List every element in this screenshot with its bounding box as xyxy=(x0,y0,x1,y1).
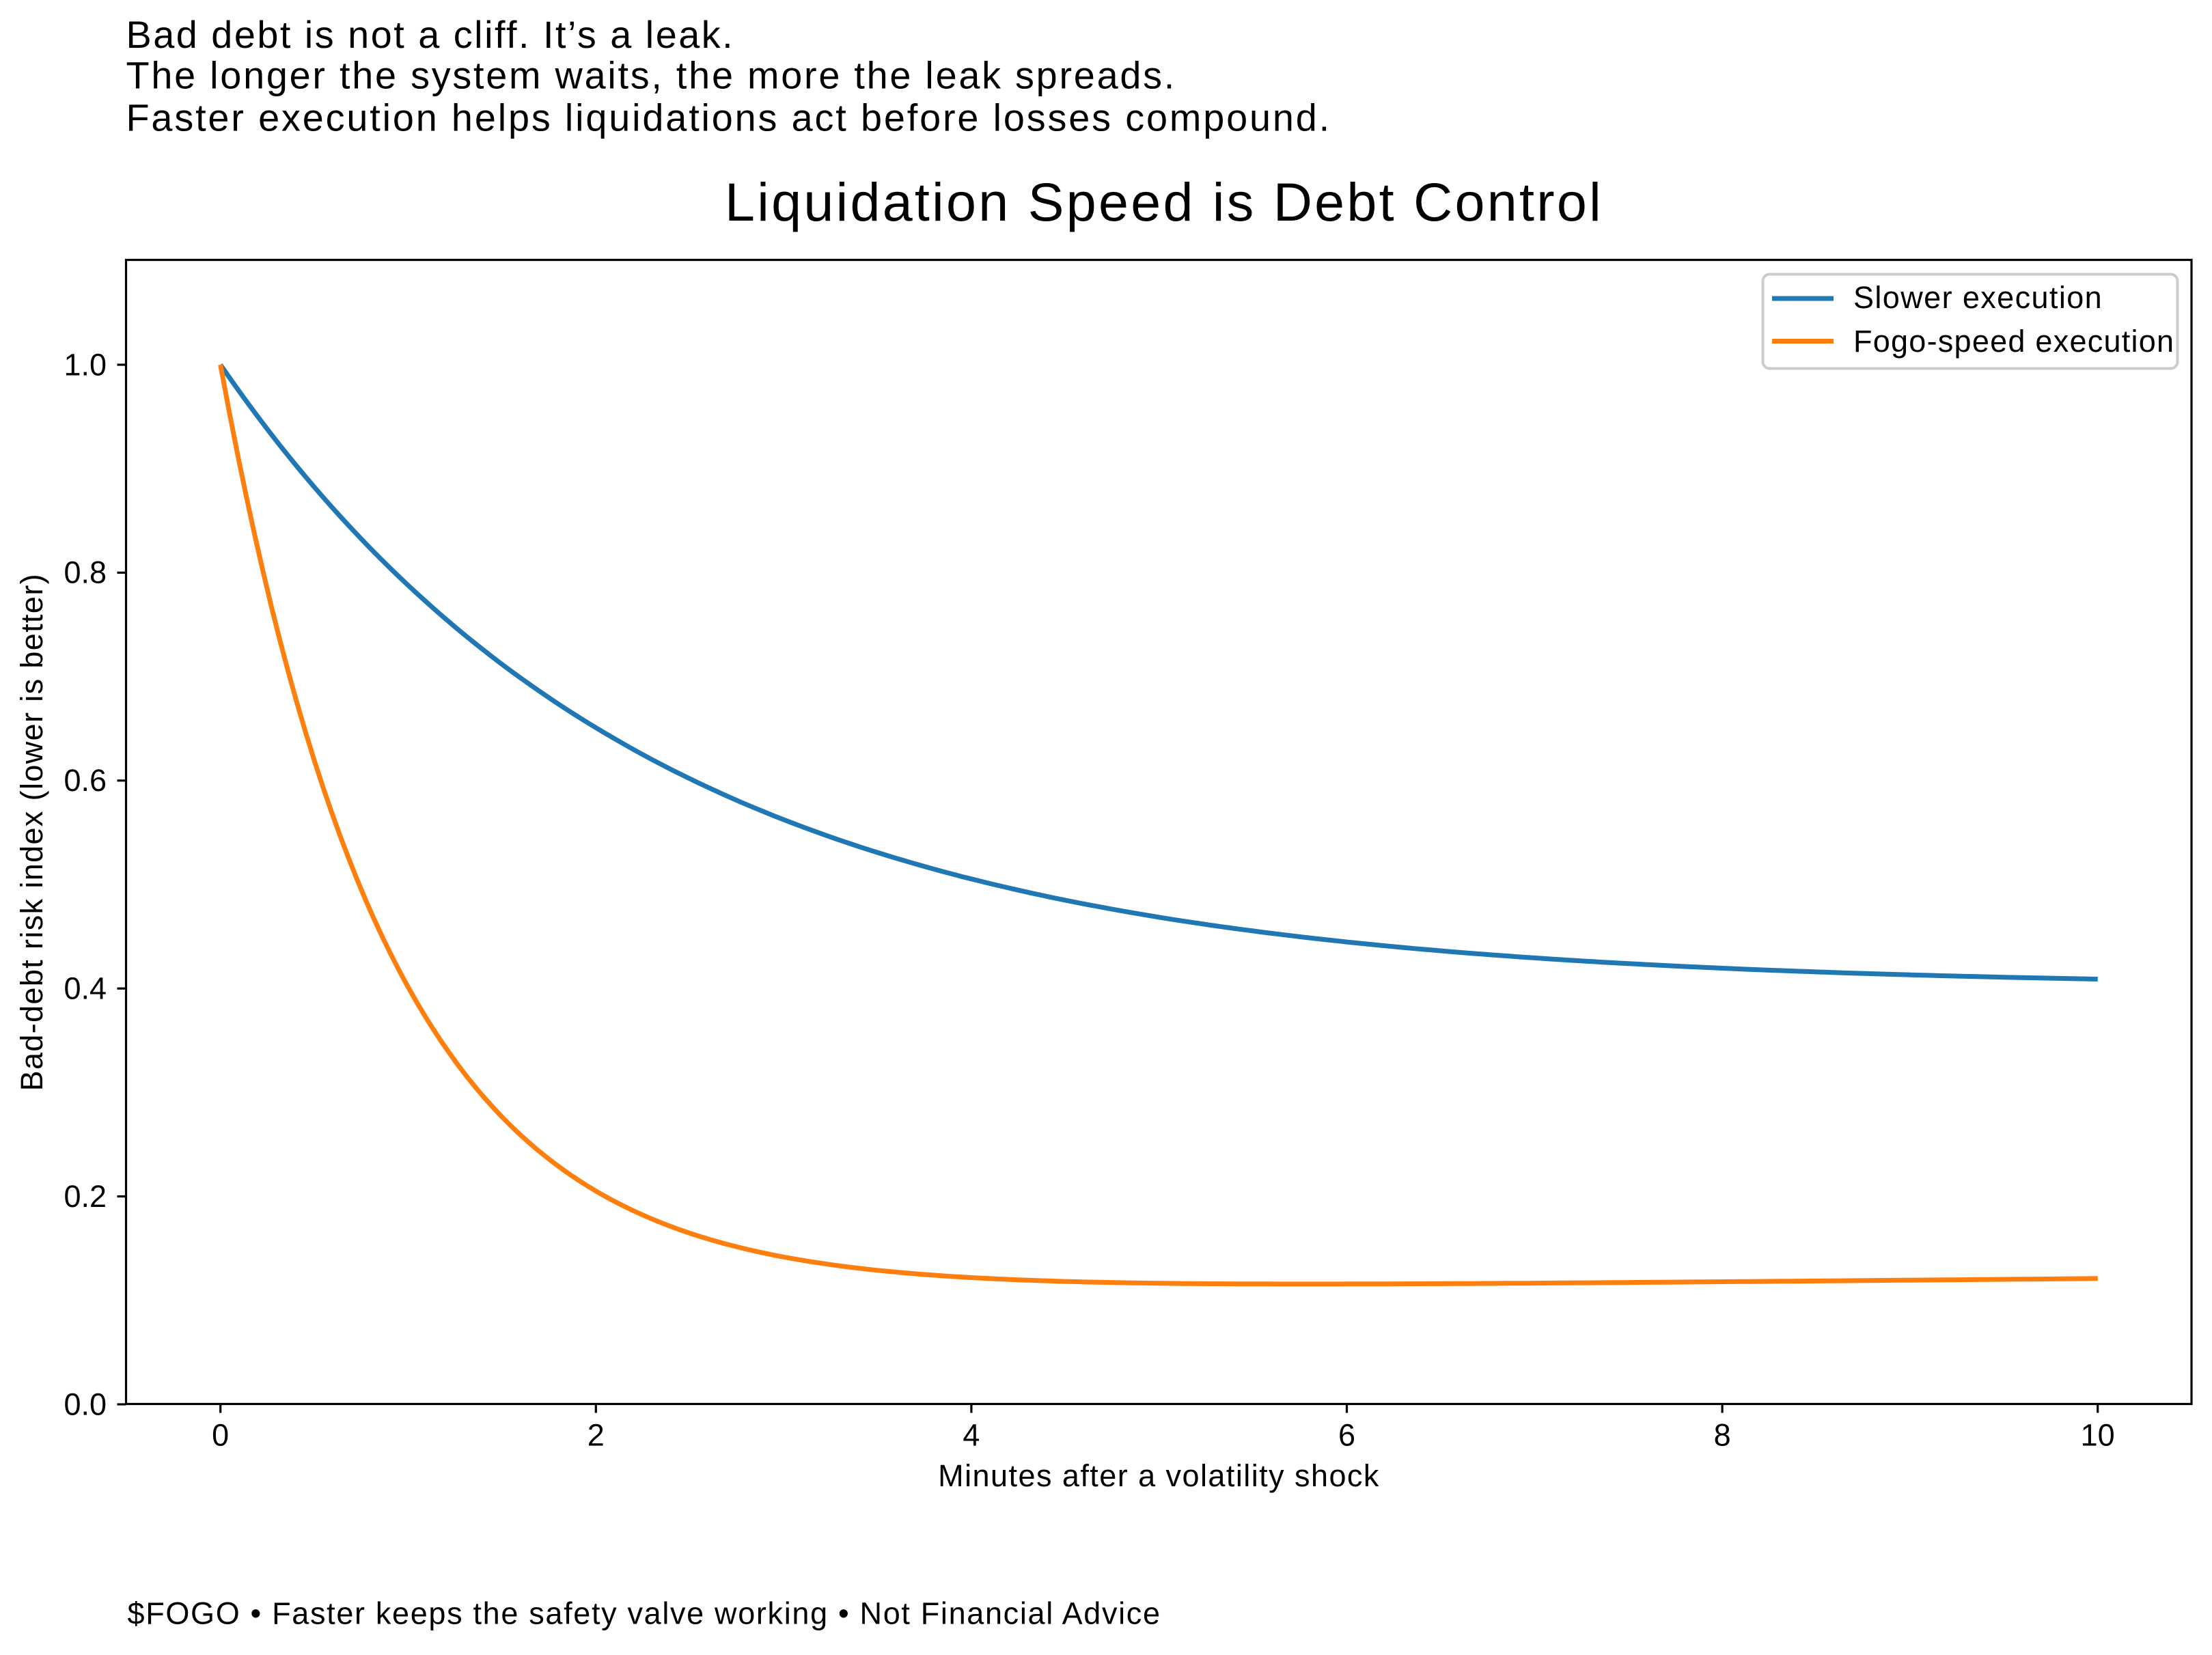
svg-text:The longer the system waits, t: The longer the system waits, the more th… xyxy=(126,54,1177,97)
svg-text:0: 0 xyxy=(212,1418,229,1453)
svg-text:Faster execution helps liquida: Faster execution helps liquidations act … xyxy=(126,96,1331,139)
svg-text:Minutes after a volatility sho: Minutes after a volatility shock xyxy=(938,1458,1380,1493)
svg-text:1.0: 1.0 xyxy=(64,347,107,382)
svg-text:Liquidation Speed is Debt Cont: Liquidation Speed is Debt Control xyxy=(725,171,1603,232)
svg-text:Fogo-speed execution: Fogo-speed execution xyxy=(1853,324,2174,359)
svg-text:Slower execution: Slower execution xyxy=(1853,280,2103,315)
svg-text:8: 8 xyxy=(1714,1418,1731,1453)
svg-text:6: 6 xyxy=(1338,1418,1355,1453)
svg-text:Bad-debt risk index (lower is: Bad-debt risk index (lower is better) xyxy=(14,573,49,1091)
svg-text:0.8: 0.8 xyxy=(64,555,107,590)
svg-text:2: 2 xyxy=(587,1418,605,1453)
svg-text:0.0: 0.0 xyxy=(64,1387,107,1421)
svg-text:0.6: 0.6 xyxy=(64,763,107,798)
svg-text:4: 4 xyxy=(963,1418,980,1453)
svg-text:0.4: 0.4 xyxy=(64,971,107,1006)
svg-text:Bad debt is not a cliff. It’s: Bad debt is not a cliff. It’s a leak. xyxy=(126,13,735,56)
svg-text:0.2: 0.2 xyxy=(64,1179,107,1214)
svg-text:10: 10 xyxy=(2081,1418,2115,1453)
svg-text:$FOGO • Faster keeps the safet: $FOGO • Faster keeps the safety valve wo… xyxy=(128,1596,1161,1631)
